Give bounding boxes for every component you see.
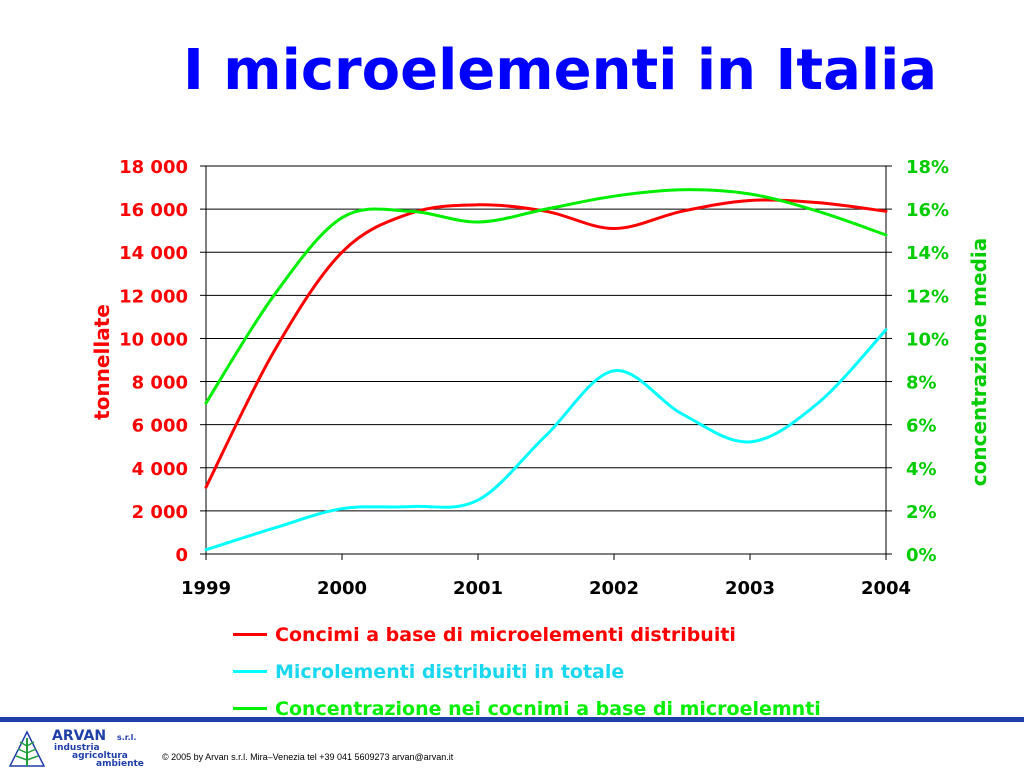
y-axis-title: tonnellate — [90, 304, 114, 420]
series-lines — [204, 188, 888, 552]
legend-swatch — [233, 670, 267, 673]
company-logo: ARVAN s.r.l. industria agricoltura ambie… — [4, 726, 154, 769]
copyright-notice: © 2005 by Arvan s.r.l. Mira–Venezia tel … — [162, 752, 454, 762]
legend-label: Microlementi distribuiti in totale — [275, 661, 625, 683]
series-line-concimi — [204, 198, 888, 489]
y-tick-label: 6 000 — [132, 416, 188, 437]
tagline-agricoltura: agricoltura — [72, 751, 128, 761]
y-tick-label: 12 000 — [119, 286, 188, 307]
y-right-axis-title: concentrazione media — [967, 238, 991, 487]
line-chart: 0 0% 2 000 2% 4 000 4% 6 000 6% 8 000 8% 10 000 10%… — [90, 157, 991, 599]
y-tick-label: 0 — [175, 545, 188, 566]
x-tick-label: 1999 — [181, 578, 231, 599]
axis-labels: 0 0% 2 000 2% 4 000 4% 6 000 6% 8 000 8% 10 000 10%… — [90, 157, 991, 599]
y-right-tick-label: 2% — [906, 502, 937, 523]
y-tick-label: 8 000 — [132, 373, 188, 394]
y-right-tick-label: 4% — [906, 459, 937, 480]
y-right-tick-label: 12% — [906, 286, 949, 307]
company-suffix: s.r.l. — [117, 733, 137, 742]
x-tick-label: 2003 — [725, 578, 775, 599]
legend-swatch — [233, 707, 267, 710]
axes — [200, 165, 892, 560]
footer-bar — [0, 717, 1024, 722]
x-tick-label: 2000 — [317, 578, 367, 599]
y-right-tick-label: 6% — [906, 416, 937, 437]
y-right-tick-label: 14% — [906, 243, 949, 264]
x-tick-label: 2002 — [589, 578, 639, 599]
y-tick-label: 4 000 — [132, 459, 188, 480]
y-right-tick-label: 8% — [906, 373, 937, 394]
grid-lines — [206, 165, 886, 512]
legend-label: Concentrazione nei cocnimi a base di mic… — [275, 698, 821, 720]
company-name: ARVAN — [52, 728, 107, 744]
y-right-tick-label: 16% — [906, 200, 949, 221]
y-tick-label: 16 000 — [119, 200, 188, 221]
y-tick-label: 14 000 — [119, 243, 188, 264]
tagline-ambiente: ambiente — [96, 759, 144, 769]
y-right-tick-label: 10% — [906, 329, 949, 350]
arvan-tree-icon — [8, 730, 46, 767]
legend-label: Concimi a base di microelementi distribu… — [275, 624, 736, 646]
x-tick-label: 2001 — [453, 578, 503, 599]
y-tick-label: 10 000 — [119, 329, 188, 350]
y-tick-label: 2 000 — [132, 502, 188, 523]
y-tick-label: 18 000 — [119, 157, 188, 178]
tagline-industria: industria — [54, 743, 100, 753]
legend-swatch — [233, 633, 267, 636]
series-line-microelementi-totale — [204, 328, 888, 552]
y-right-tick-label: 0% — [906, 545, 937, 566]
y-right-tick-label: 18% — [906, 157, 949, 178]
x-tick-label: 2004 — [861, 578, 911, 599]
series-line-concentrazione — [204, 188, 888, 405]
slide-title: I microelementi in Italia — [182, 38, 938, 103]
